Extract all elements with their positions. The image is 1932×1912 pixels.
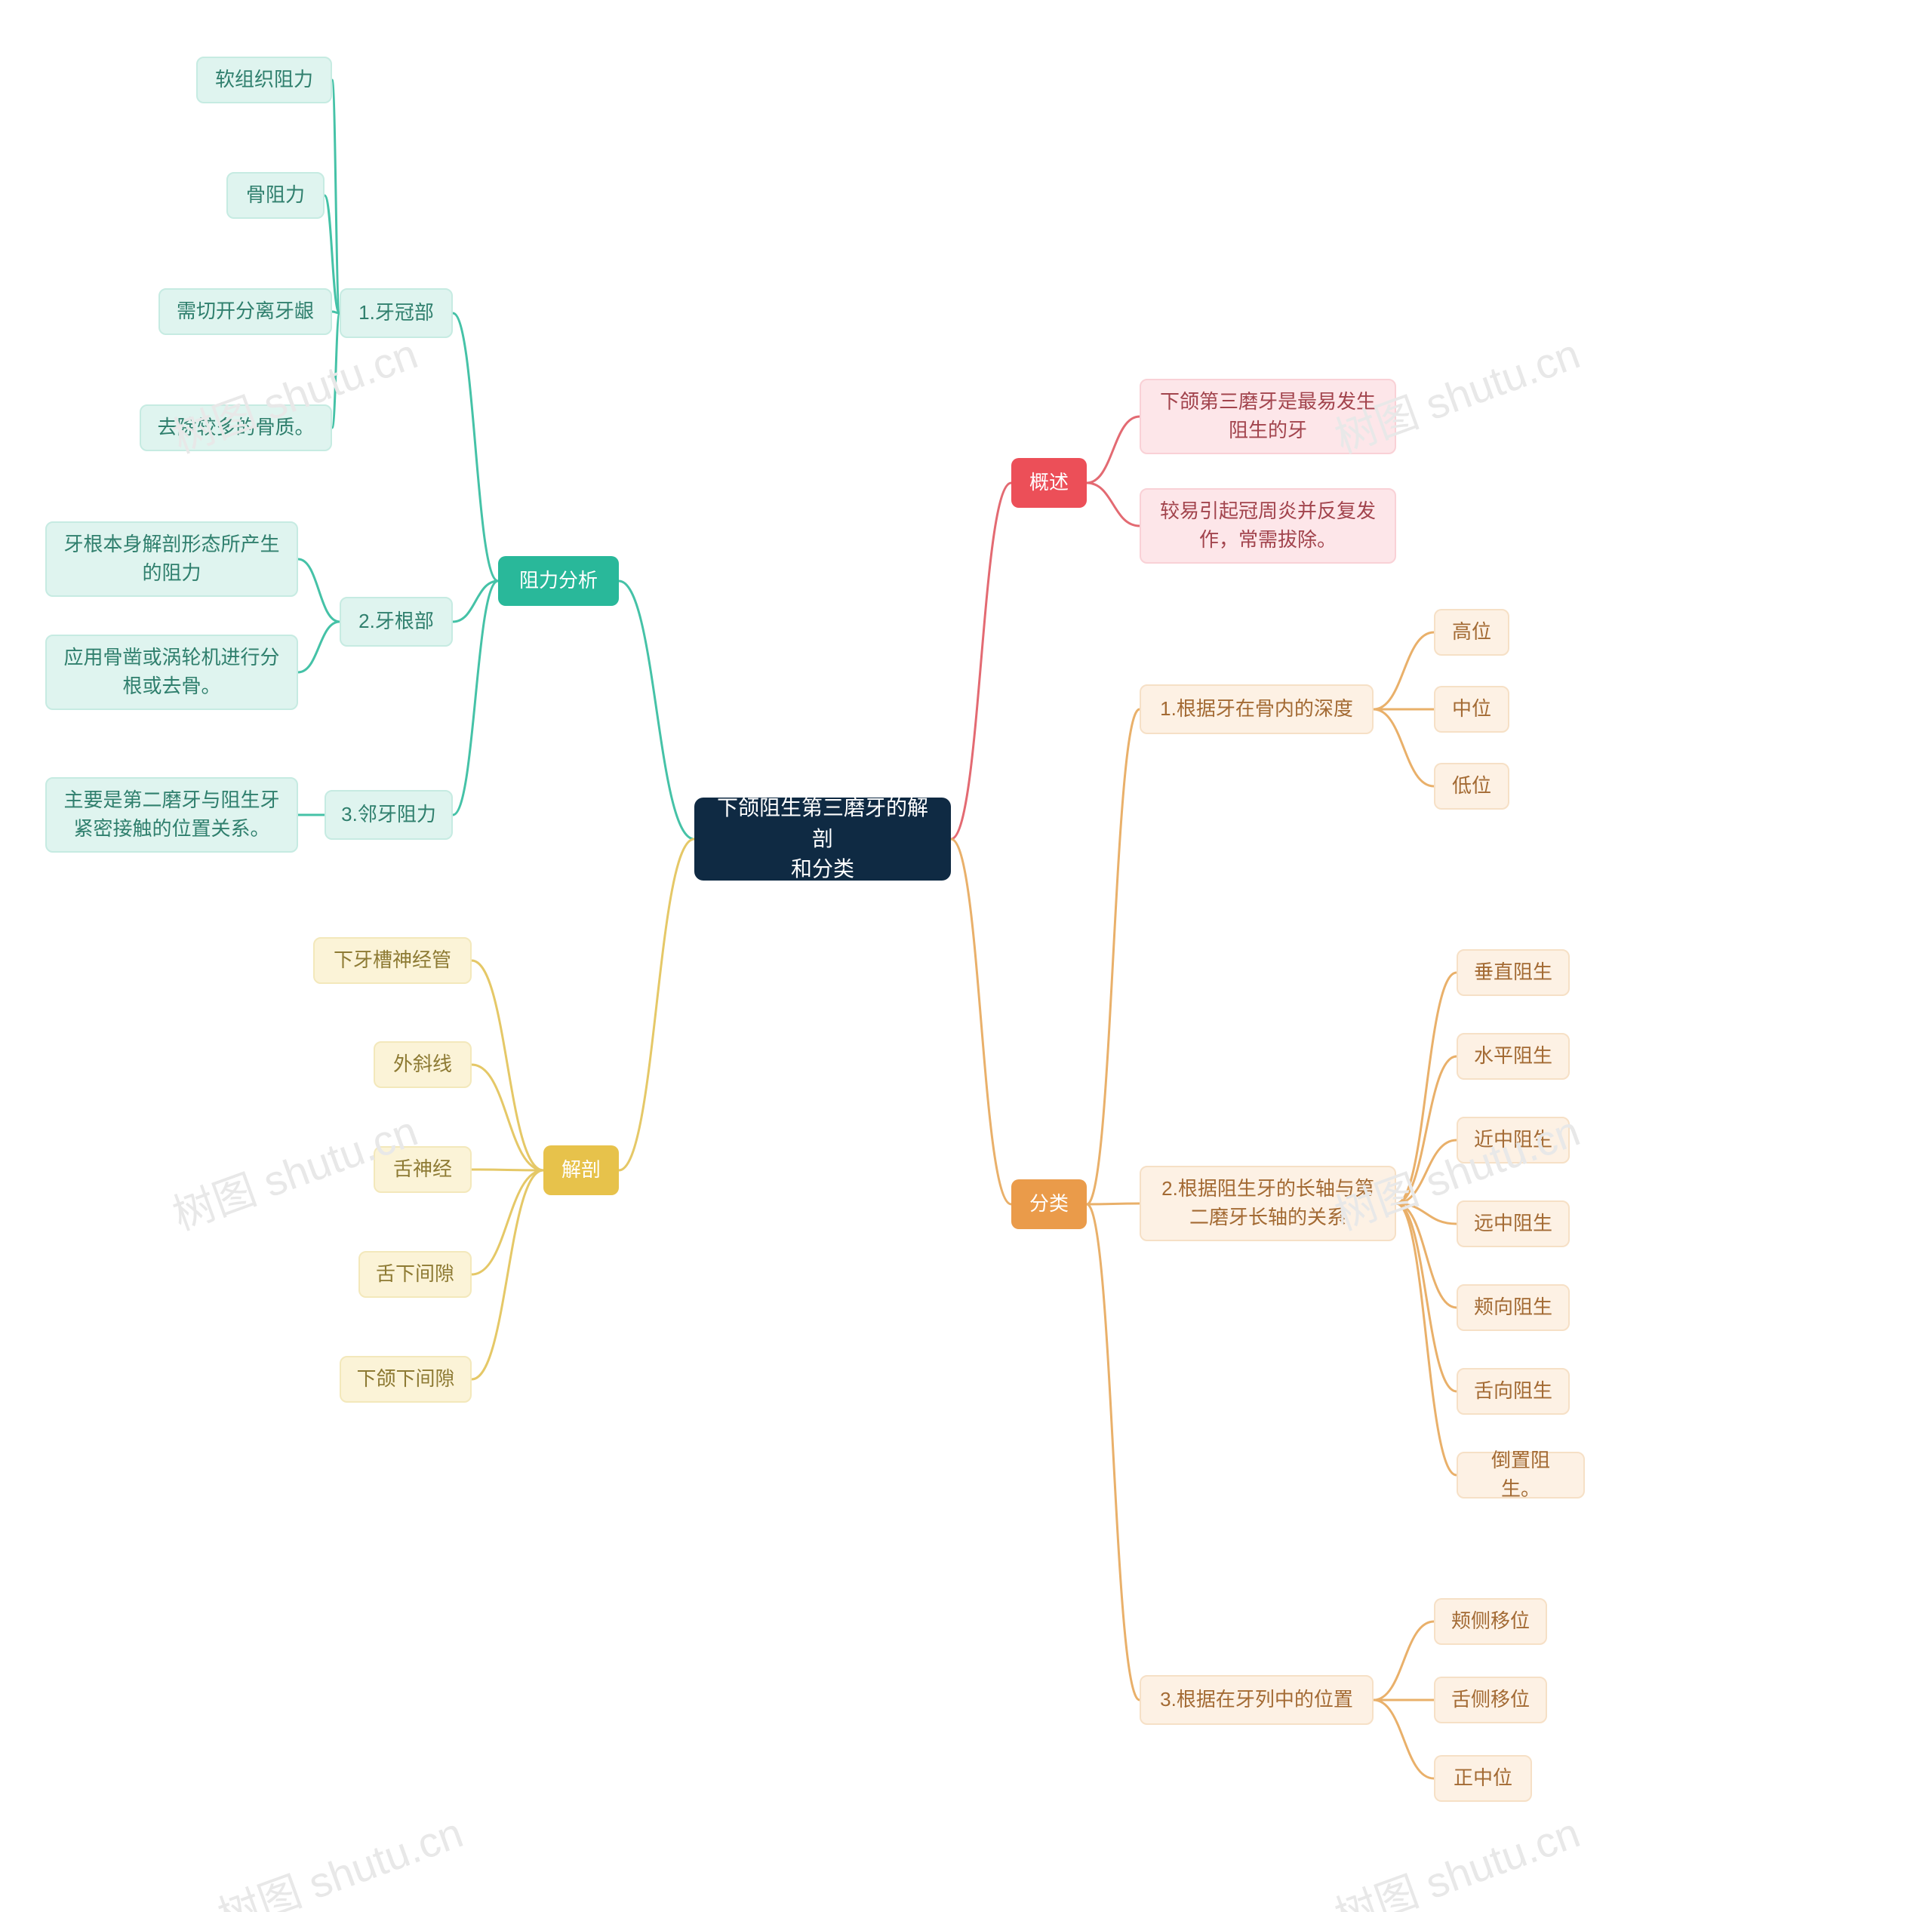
res-sub-0-leaf-1: 骨阻力 — [226, 172, 325, 219]
res-sub-0-leaf-2: 需切开分离牙龈 — [158, 288, 332, 335]
branch-classification: 分类 — [1011, 1179, 1087, 1229]
overview-leaf-0: 下颌第三磨牙是最易发生 阻生的牙 — [1140, 379, 1396, 454]
class-sub-0-leaf-1: 中位 — [1434, 686, 1509, 733]
res-sub-0-leaf-3: 去除较多的骨质。 — [140, 404, 332, 451]
overview-leaf-1: 较易引起冠周炎并反复发 作，常需拔除。 — [1140, 488, 1396, 564]
class-sub-1-leaf-3: 远中阻生 — [1457, 1200, 1570, 1247]
class-sub-1-leaf-4: 颊向阻生 — [1457, 1284, 1570, 1331]
branch-overview: 概述 — [1011, 458, 1087, 508]
anat-leaf-4: 下颌下间隙 — [340, 1356, 472, 1403]
class-sub-2-leaf-0: 颊侧移位 — [1434, 1598, 1547, 1645]
res-sub-2-leaf-0: 主要是第二磨牙与阻生牙 紧密接触的位置关系。 — [45, 777, 298, 853]
class-sub-1-leaf-0: 垂直阻生 — [1457, 949, 1570, 996]
res-sub-1-leaf-0: 牙根本身解剖形态所产生 的阻力 — [45, 521, 298, 597]
class-sub-1: 2.根据阻生牙的长轴与第 二磨牙长轴的关系 — [1140, 1166, 1396, 1241]
anat-leaf-2: 舌神经 — [374, 1146, 472, 1193]
root-node: 下颌阻生第三磨牙的解剖 和分类 — [694, 798, 951, 881]
class-sub-1-leaf-1: 水平阻生 — [1457, 1033, 1570, 1080]
class-sub-1-leaf-5: 舌向阻生 — [1457, 1368, 1570, 1415]
res-sub-2: 3.邻牙阻力 — [325, 790, 453, 840]
class-sub-2-leaf-2: 正中位 — [1434, 1755, 1532, 1802]
mindmap-canvas: 下颌阻生第三磨牙的解剖 和分类 概述 下颌第三磨牙是最易发生 阻生的牙 较易引起… — [0, 0, 1932, 1912]
res-sub-0-leaf-0: 软组织阻力 — [196, 57, 332, 103]
class-sub-1-leaf-6: 倒置阻生。 — [1457, 1452, 1585, 1499]
connector-layer — [0, 0, 1932, 1912]
watermark: 树图 shutu.cn — [1325, 1799, 1587, 1912]
anat-leaf-0: 下牙槽神经管 — [313, 937, 472, 984]
class-sub-2-leaf-1: 舌侧移位 — [1434, 1677, 1547, 1723]
watermark: 树图 shutu.cn — [208, 1799, 470, 1912]
class-sub-0-leaf-0: 高位 — [1434, 609, 1509, 656]
branch-resistance: 阻力分析 — [498, 556, 619, 606]
branch-anatomy: 解剖 — [543, 1145, 619, 1195]
res-sub-1-leaf-1: 应用骨凿或涡轮机进行分 根或去骨。 — [45, 635, 298, 710]
anat-leaf-1: 外斜线 — [374, 1041, 472, 1088]
class-sub-0-leaf-2: 低位 — [1434, 763, 1509, 810]
class-sub-2: 3.根据在牙列中的位置 — [1140, 1675, 1374, 1725]
class-sub-1-leaf-2: 近中阻生 — [1457, 1117, 1570, 1163]
anat-leaf-3: 舌下间隙 — [358, 1251, 472, 1298]
res-sub-1: 2.牙根部 — [340, 597, 453, 647]
class-sub-0: 1.根据牙在骨内的深度 — [1140, 684, 1374, 734]
res-sub-0: 1.牙冠部 — [340, 288, 453, 338]
